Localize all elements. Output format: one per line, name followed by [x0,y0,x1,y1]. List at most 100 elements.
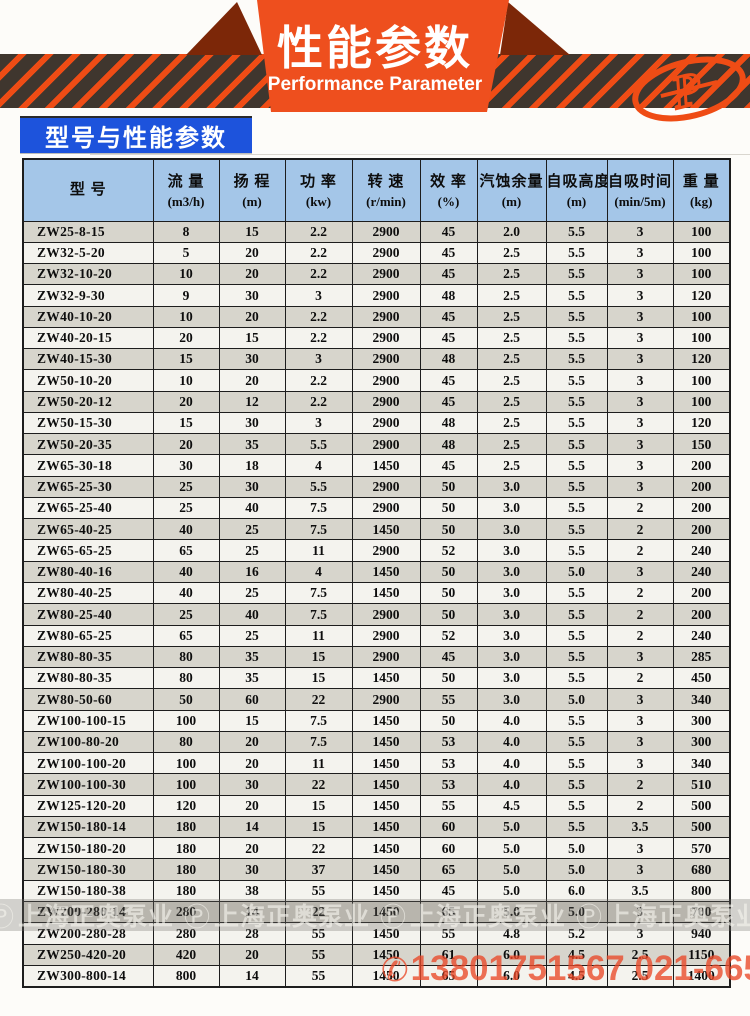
table-cell: 5.5 [284,433,353,456]
model-cell: ZW40-10-20 [22,305,154,328]
table-cell: 5.5 [545,241,608,265]
table-cell: 1450 [351,518,421,541]
table-cell: 5.0 [476,900,547,924]
table-cell: 5.5 [545,730,608,754]
table-cell: 50 [419,709,478,732]
table-cell: 3.0 [476,624,547,647]
table-row: ZW40-20-15 20 15 2.2 2900 45 2.5 5.5 3 100 [22,326,731,350]
table-cell: 5.5 [545,369,608,392]
table-cell: 3 [606,922,674,945]
table-cell: 5.2 [545,922,608,945]
table-row: ZW100-100-30 100 30 22 1450 53 4.0 5.5 2 510 [22,773,731,796]
table-row: ZW25-8-15 8 15 2.2 2900 45 2.0 5.5 3 100 [22,220,731,243]
table-cell: 5.5 [545,645,608,669]
table-cell: 3 [284,348,353,371]
table-row: ZW65-30-18 30 18 4 1450 45 2.5 5.5 3 200 [22,454,731,477]
table-cell: 7.5 [284,709,353,732]
table-cell: 45 [419,390,478,413]
table-cell: 3 [606,730,674,754]
table-cell: 5.5 [545,390,608,413]
table-cell: 3 [284,411,353,435]
table-cell: 3 [606,390,674,413]
table-cell: 55 [419,688,478,711]
model-cell: ZW200-280-14 [22,900,154,924]
table-cell: 14 [218,815,286,839]
table-cell: 2900 [351,688,421,711]
table-row: ZW80-80-35 80 35 15 2900 45 3.0 5.5 3 285 [22,645,731,669]
table-cell: 3.0 [476,539,547,562]
table-cell: 50 [419,496,478,520]
table-cell: 6.0 [545,879,608,903]
table-cell: 5.5 [545,773,608,796]
table-cell: 2.0 [476,220,547,243]
table-cell: 2.5 [476,433,547,456]
table-cell: 3 [606,348,674,371]
table-cell: 50 [419,603,478,626]
table-row: ZW200-280-14 280 14 22 1450 65 5.0 5.0 3 700 [22,900,731,924]
table-cell: 5.5 [545,496,608,520]
model-cell: ZW250-420-20 [22,943,154,966]
table-cell: 30 [218,858,286,881]
table-cell: 200 [672,582,731,605]
table-cell: 5.0 [545,837,608,860]
table-cell: 5.5 [545,411,608,435]
table-cell: 5.5 [545,433,608,456]
table-cell: 5.0 [545,560,608,584]
table-cell: 20 [218,837,286,860]
table-row: ZW50-15-30 15 30 3 2900 48 2.5 5.5 3 120 [22,411,731,435]
table-cell: 2 [606,603,674,626]
table-cell: 80 [152,667,220,690]
table-cell: 800 [672,879,731,903]
table-cell: 5.5 [284,475,353,498]
table-cell: 28 [218,922,286,945]
table-cell: 2.5 [476,454,547,477]
table-cell: 5.0 [545,688,608,711]
table-cell: 2.5 [476,263,547,286]
table-cell: 50 [419,475,478,498]
table-cell: 4 [284,454,353,477]
table-cell: 180 [152,879,220,903]
column-header: 自吸时间 (min/5m) [606,158,674,222]
table-cell: 2.2 [284,390,353,413]
table-cell: 200 [672,496,731,520]
table-cell: 3 [606,433,674,456]
table-cell: 510 [672,773,731,796]
model-cell: ZW80-40-16 [22,560,154,584]
column-header: 功 率 (kw) [284,158,353,222]
table-cell: 2 [606,794,674,817]
table-cell: 65 [419,858,478,881]
table-cell: 800 [152,964,220,988]
table-cell: 45 [419,879,478,903]
table-cell: 4.0 [476,752,547,775]
table-cell: 45 [419,326,478,350]
table-body: ZW25-8-15 8 15 2.2 2900 45 2.0 5.5 3 100 ZW32-5-20… [22,220,731,988]
table-cell: 3 [606,837,674,860]
model-cell: ZW80-25-40 [22,603,154,626]
table-row: ZW100-100-15 100 15 7.5 1450 50 4.0 5.5 3 300 [22,709,731,732]
table-cell: 3 [606,752,674,775]
table-row: ZW150-180-38 180 38 55 1450 45 5.0 6.0 3.5 800 [22,879,731,903]
table-cell: 22 [284,900,353,924]
table-row: ZW200-280-28 280 28 55 1450 55 4.8 5.2 3 940 [22,922,731,945]
table-cell: 5.0 [476,879,547,903]
model-cell: ZW150-180-38 [22,879,154,903]
table-cell: 5.0 [545,858,608,881]
table-cell: 5.5 [545,305,608,328]
table-cell: 5.5 [545,284,608,307]
table-cell: 3.5 [606,815,674,839]
model-cell: ZW100-100-15 [22,709,154,732]
table-cell: 40 [218,496,286,520]
column-header: 流 量 (m3/h) [152,158,220,222]
table-cell: 48 [419,411,478,435]
table-cell: 340 [672,688,731,711]
table-cell: 2 [606,539,674,562]
model-cell: ZW65-25-30 [22,475,154,498]
table-cell: 285 [672,645,731,669]
table-cell: 45 [419,263,478,286]
table-cell: 2.2 [284,220,353,243]
table-cell: 2.2 [284,263,353,286]
table-cell: 500 [672,815,731,839]
table-cell: 18 [218,454,286,477]
model-cell: ZW300-800-14 [22,964,154,988]
table-cell: 35 [218,645,286,669]
